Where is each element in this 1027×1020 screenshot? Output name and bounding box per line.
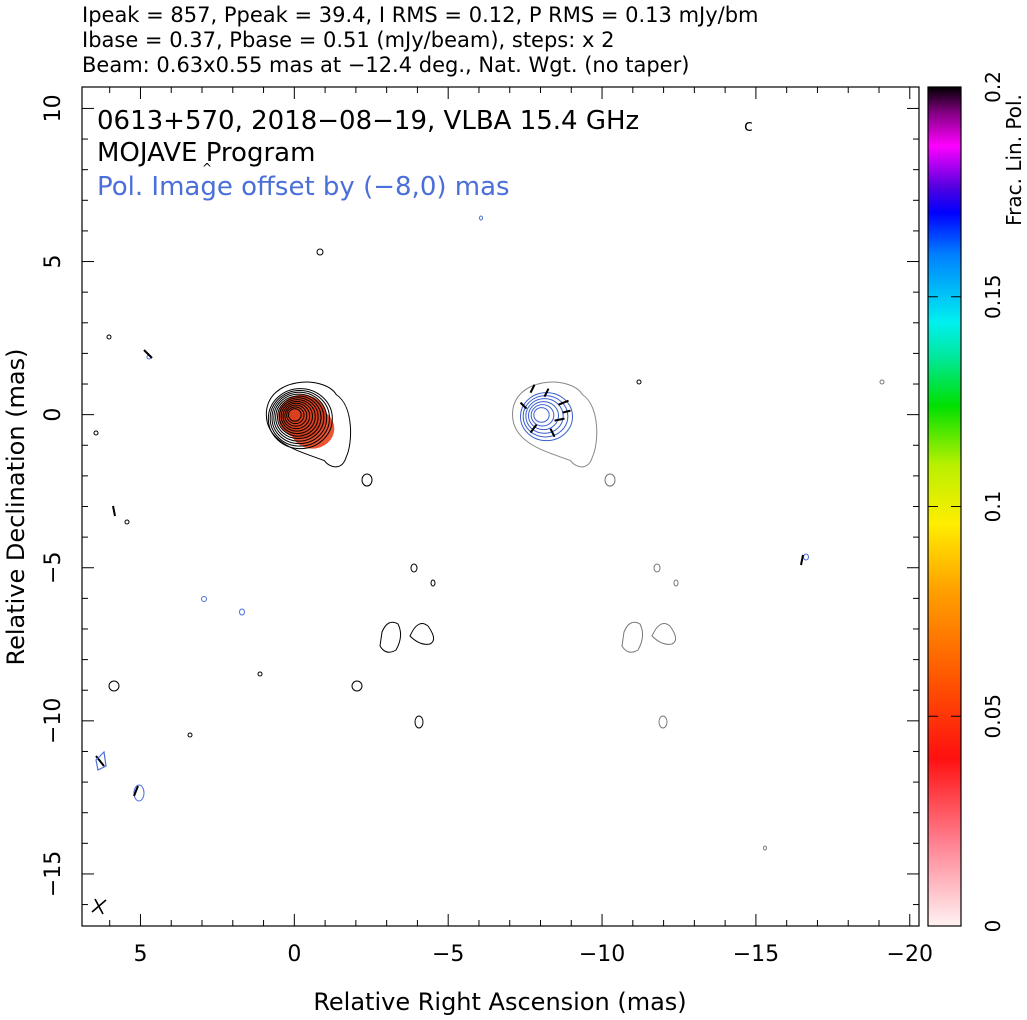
noise-evpa-ticks [95, 349, 804, 797]
polarization-core-contours [512, 381, 598, 468]
stokes-i-contour [278, 399, 316, 435]
stokes-i-contour [284, 404, 308, 427]
stokes-i-outer-contour [265, 381, 352, 468]
program-annotation: MOJAVE Program [97, 138, 315, 168]
colorbar-tick-label: 0.15 [981, 274, 1005, 319]
colorbar-tick-label: 0.1 [981, 491, 1005, 523]
evpa-tick [558, 399, 569, 406]
x-axis-label: Relative Right Ascension (mas) [313, 988, 686, 1016]
y-tick-label: −15 [41, 851, 66, 897]
colorbar-tick-label: 0.2 [981, 71, 1005, 103]
header-line-beam: Beam: 0.63x0.55 mas at −12.4 deg., Nat. … [82, 53, 690, 77]
x-tick-label: −5 [432, 942, 464, 967]
pol-outer-contour [512, 381, 598, 468]
y-tick-labels: 10 5 0 −5 −10 −15 [41, 94, 66, 897]
y-tick-label: 0 [41, 408, 66, 422]
plot-frame [81, 86, 920, 927]
colorbar-ticks: 0 0.05 0.1 0.15 0.2 [928, 71, 1005, 932]
offset-annotation: Pol. Image offset by (−8,0) mas [97, 172, 510, 202]
stokes-i-contour [276, 397, 319, 437]
axis-ticks [82, 87, 919, 926]
stokes-i-contour [282, 402, 311, 430]
y-axis-label: Relative Declination (mas) [2, 348, 30, 665]
y-tick-label: 10 [41, 94, 66, 122]
colorbar-tick-label: 0 [981, 920, 1005, 933]
evpa-tick [519, 401, 528, 410]
mark-c: c [744, 116, 753, 135]
pol-blue-noise-contours [133, 215, 809, 802]
pol-contour [525, 398, 564, 434]
y-tick-label: −10 [41, 698, 66, 744]
stokes-i-contour [273, 393, 325, 442]
stokes-i-contour [275, 395, 322, 440]
stokes-i-contour [286, 406, 305, 425]
colorbar-label: Frac. Lin. Pol. [1002, 94, 1026, 226]
stokes-i-contour [269, 389, 330, 447]
pol-contour [528, 401, 560, 431]
stokes-i-noise-contours [93, 248, 642, 738]
evpa-tick [549, 428, 556, 438]
x-tick-labels: 5 0 −5 −10 −15 −20 [133, 942, 933, 967]
stokes-i-core-contours [265, 381, 352, 468]
x-tick-label: −15 [733, 942, 779, 967]
pol-contour [530, 404, 555, 427]
pol-contour [533, 407, 550, 423]
stokes-i-contour [267, 388, 333, 450]
colorbar-tick-label: 0.05 [981, 694, 1005, 739]
evpa-tick [562, 409, 571, 414]
stokes-i-contour [280, 400, 313, 432]
evpa-tick [543, 388, 550, 398]
x-tick-label: −20 [887, 942, 933, 967]
noise-pol-patch [95, 750, 107, 771]
mark-caret: ^ [202, 161, 212, 175]
x-tick-label: −10 [579, 942, 625, 967]
pol-noise-contours [604, 379, 885, 851]
header-line-peak: Ipeak = 857, Ppeak = 39.4, I RMS = 0.12,… [82, 3, 759, 27]
header-line-base: Ibase = 0.37, Pbase = 0.51 (mJy/beam), s… [82, 28, 615, 52]
y-tick-label: −5 [41, 552, 66, 584]
stokes-i-contour [271, 391, 328, 445]
evpa-tick [554, 417, 565, 422]
stokes-i-contour [287, 408, 302, 422]
source-annotation: 0613+570, 2018−08−19, VLBA 15.4 GHz [97, 106, 639, 136]
x-tick-label: 5 [133, 942, 147, 967]
evpa-tick [529, 424, 538, 434]
x-tick-label: 0 [287, 942, 301, 967]
y-tick-label: 5 [41, 255, 66, 269]
evpa-tick [529, 384, 536, 394]
beam-marker [91, 898, 107, 915]
